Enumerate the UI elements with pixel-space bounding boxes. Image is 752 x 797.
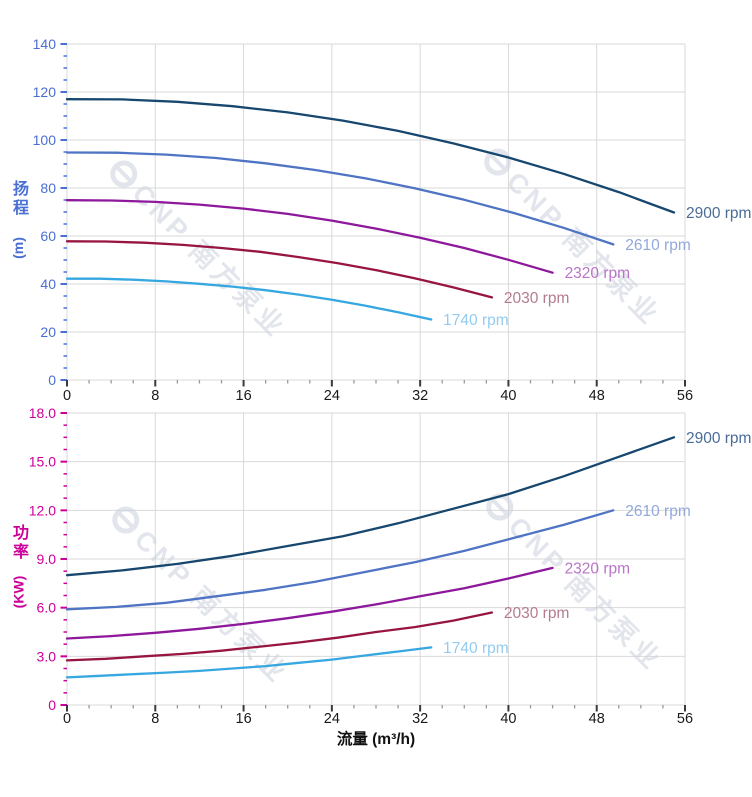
power-axis-title: 功率 (KW) <box>6 524 30 608</box>
x-tick-label: 24 <box>324 388 340 404</box>
x-tick-label: 8 <box>151 711 159 727</box>
x-tick-label: 32 <box>412 711 428 727</box>
y-tick-label: 6.0 <box>37 600 57 616</box>
curve-label: 1740 rpm <box>443 640 508 657</box>
power-axis-title-text: 功率 <box>10 524 27 562</box>
cnp-logo-icon-bar <box>490 154 506 170</box>
x-tick-label: 32 <box>412 388 428 404</box>
curve-label: 2030 rpm <box>504 605 569 622</box>
x-tick-label: 8 <box>151 388 159 404</box>
head-curve-2320-rpm <box>65 199 554 274</box>
cnp-logo-icon-bar <box>492 499 508 515</box>
y-tick-label: 120 <box>33 84 57 100</box>
curve-label: 2320 rpm <box>565 560 630 577</box>
y-tick-label: 18.0 <box>29 405 56 421</box>
y-tick-label: 0 <box>48 372 56 388</box>
cnp-logo-icon-bar <box>116 166 132 182</box>
brand-watermark: CNP 南方泵业 <box>112 506 295 690</box>
y-tick-label: 80 <box>40 180 56 196</box>
power-curve-1740-rpm <box>65 646 433 679</box>
brand-watermark: CNP 南方泵业 <box>110 160 293 344</box>
y-tick-label: 15.0 <box>29 454 56 470</box>
curve-label: 2320 rpm <box>565 265 630 282</box>
curve-label: 2610 rpm <box>625 503 690 520</box>
power-curve-2030-rpm <box>65 611 494 662</box>
power-curve-2900-rpm <box>65 436 676 577</box>
curve-label: 2030 rpm <box>504 290 569 307</box>
power-curve-2610-rpm <box>65 509 615 611</box>
y-tick-label: 100 <box>33 132 57 148</box>
x-tick-label: 0 <box>63 711 71 727</box>
y-tick-label: 9.0 <box>37 551 57 567</box>
flow-axis-title: 流量 (m³/h) <box>336 731 416 748</box>
cnp-logo-icon <box>112 506 140 534</box>
curve-label: 2610 rpm <box>625 237 690 254</box>
cnp-logo-icon <box>484 148 512 176</box>
x-tick-label: 16 <box>236 711 252 727</box>
y-tick-label: 20 <box>40 324 56 340</box>
power-axis-unit: (KW) <box>10 575 26 609</box>
curve-label: 2900 rpm <box>686 205 751 222</box>
x-tick-label: 40 <box>500 711 516 727</box>
y-tick-label: 12.0 <box>29 502 56 518</box>
x-tick-label: 24 <box>324 711 340 727</box>
cnp-logo-icon-bar <box>118 512 134 528</box>
head-curve-2610-rpm <box>65 151 615 246</box>
head-axis-title: 扬程 (m) <box>6 180 30 259</box>
x-tick-label: 0 <box>63 388 71 404</box>
x-tick-label: 40 <box>500 388 516 404</box>
power-curve-2320-rpm <box>65 566 554 640</box>
x-tick-label: 48 <box>589 711 605 727</box>
x-tick-label: 56 <box>677 388 693 404</box>
head-axis-unit: (m) <box>10 237 26 259</box>
y-tick-label: 0 <box>48 697 56 713</box>
y-tick-label: 60 <box>40 228 56 244</box>
head-curve-2900-rpm <box>65 98 676 214</box>
curve-label: 1740 rpm <box>443 312 508 329</box>
x-tick-label: 16 <box>236 388 252 404</box>
x-tick-label: 48 <box>589 388 605 404</box>
y-tick-label: 40 <box>40 276 56 292</box>
y-tick-label: 140 <box>33 36 57 52</box>
y-tick-label: 3.0 <box>37 648 57 664</box>
x-tick-label: 56 <box>677 711 693 727</box>
cnp-logo-icon <box>110 160 138 188</box>
head-axis-title-text: 扬程 <box>10 180 27 218</box>
head-curve-2030-rpm <box>65 240 494 299</box>
head-curve-1740-rpm <box>65 277 433 321</box>
curve-label: 2900 rpm <box>686 430 751 447</box>
